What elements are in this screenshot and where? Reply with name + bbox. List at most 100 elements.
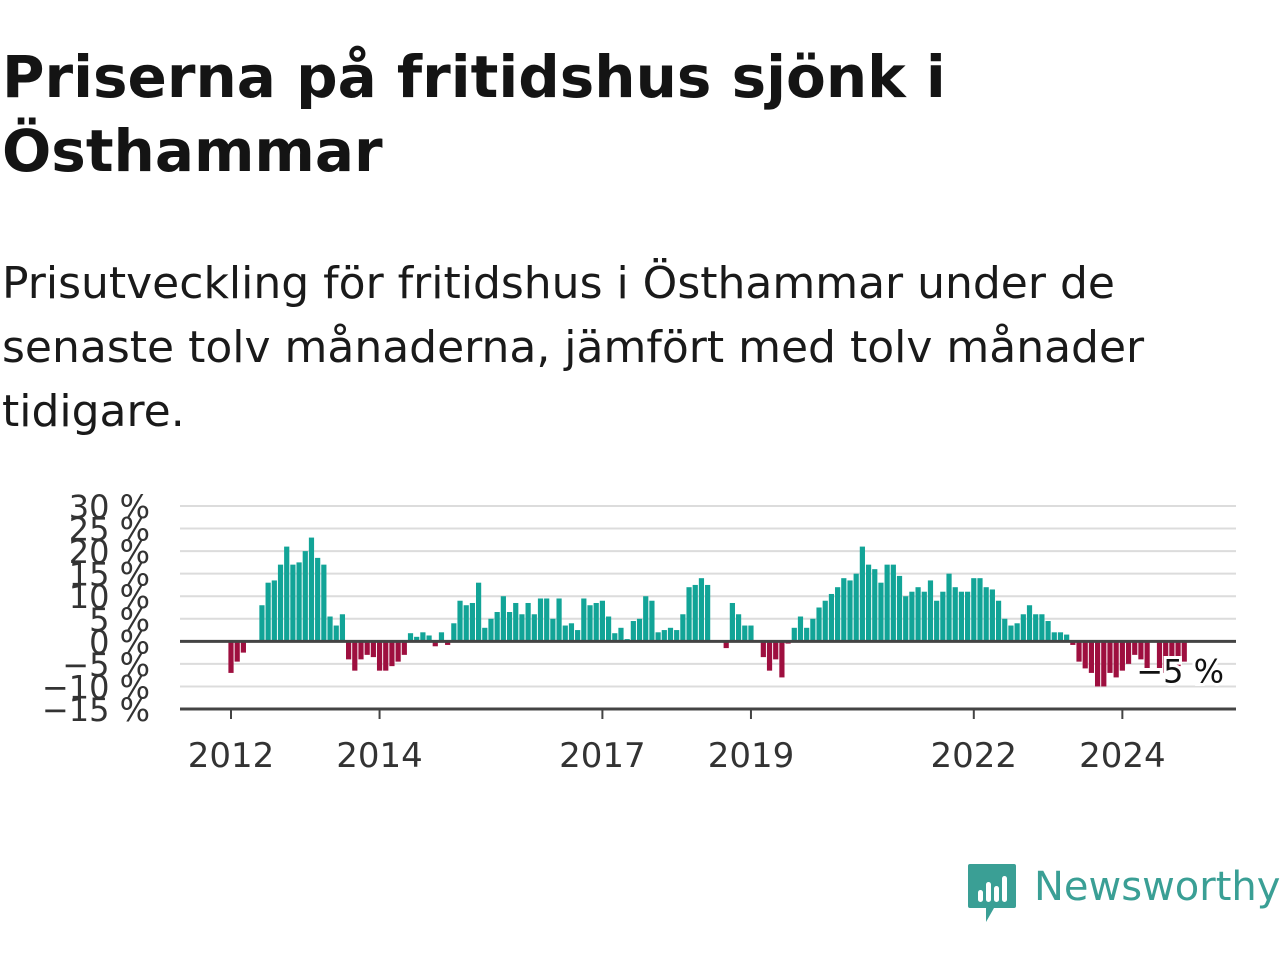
bar [810,618,816,642]
bar [1014,623,1020,642]
bar [1008,625,1014,642]
bar [544,598,550,642]
bar [1045,621,1051,642]
bar [1156,641,1163,673]
bar [605,616,612,642]
y-tick-label: 0 % [89,623,150,661]
bar [705,584,711,642]
bar [946,573,952,642]
bar [1169,641,1175,669]
bar [779,641,785,678]
bar [271,580,277,642]
y-tick-label: −15 % [42,691,150,729]
bar [1132,641,1138,655]
bar [977,578,983,642]
bar [581,598,587,642]
bar [519,614,525,642]
bar [853,573,859,642]
bar [661,630,667,642]
bar [649,600,655,642]
y-tick-label: −5 % [62,646,150,684]
bar [346,641,352,660]
bar [445,641,451,645]
bar [896,575,903,642]
bar [463,605,469,642]
bar [587,605,593,642]
bar [915,587,921,642]
x-tick-label: 2014 [336,736,423,776]
last-value-annotation: −5 % [1133,650,1227,694]
bar [315,557,321,642]
bar [531,614,537,642]
bar [469,602,476,642]
bar [865,564,872,642]
bar [1057,632,1064,642]
bar [358,641,364,660]
bar [1095,641,1101,687]
bar [370,641,376,658]
bar [841,578,847,642]
y-tick-label: 15 % [69,556,150,594]
bar [989,589,995,642]
bar [395,641,401,662]
bar [667,627,674,642]
bar [828,593,835,642]
bar [426,635,432,642]
bar [457,600,463,642]
bar [804,627,810,642]
bar [1020,614,1026,642]
bar [389,641,395,667]
bar [290,564,296,642]
y-axis-tick-labels: 30 %25 %20 %15 %10 %5 %0 %−5 %−10 %−15 % [42,488,150,729]
bar [562,625,568,642]
newsworthy-chart-bubble-icon [968,864,1016,922]
bar [847,580,853,642]
y-tick-label: 30 % [69,488,150,526]
bar [513,602,519,642]
bar [1070,641,1076,645]
bar [1181,641,1187,662]
bar [488,618,494,642]
bar [1082,641,1088,669]
bar [1113,641,1119,678]
bar [636,618,643,642]
bar [822,600,828,642]
bar [482,627,488,642]
bar [1026,605,1033,642]
bar [327,616,333,642]
bar [333,625,339,642]
bar [674,630,680,642]
bar [259,605,265,642]
bar [506,612,513,642]
bar [302,551,308,642]
bar [816,607,822,642]
bar [742,625,748,642]
bar [525,602,531,642]
x-tick-label: 2012 [188,736,275,776]
page-subtitle: Prisutveckling för fritidshus i Östhamma… [2,258,1145,437]
bar [321,564,327,642]
brand-name: Newsworthy [1034,864,1280,910]
y-tick-label: 5 % [89,601,150,639]
y-tick-label: 20 % [69,533,150,571]
bar [760,641,766,658]
bar [971,578,977,642]
bar [277,564,284,642]
bar [1125,641,1132,664]
bar [599,600,605,642]
bar [265,582,271,642]
bar [655,632,661,642]
page-title: Priserna på fritidshus sjönk i Östhammar [2,43,946,185]
bar [748,625,754,642]
bar [729,602,735,642]
bars [228,537,1187,687]
bar [550,618,556,642]
bar [494,612,500,642]
bar [500,596,506,642]
bar [401,641,407,655]
bar [593,602,599,642]
bar [228,641,234,673]
x-tick-label: 2024 [1079,736,1166,776]
bar [735,614,742,642]
bar [859,546,865,642]
